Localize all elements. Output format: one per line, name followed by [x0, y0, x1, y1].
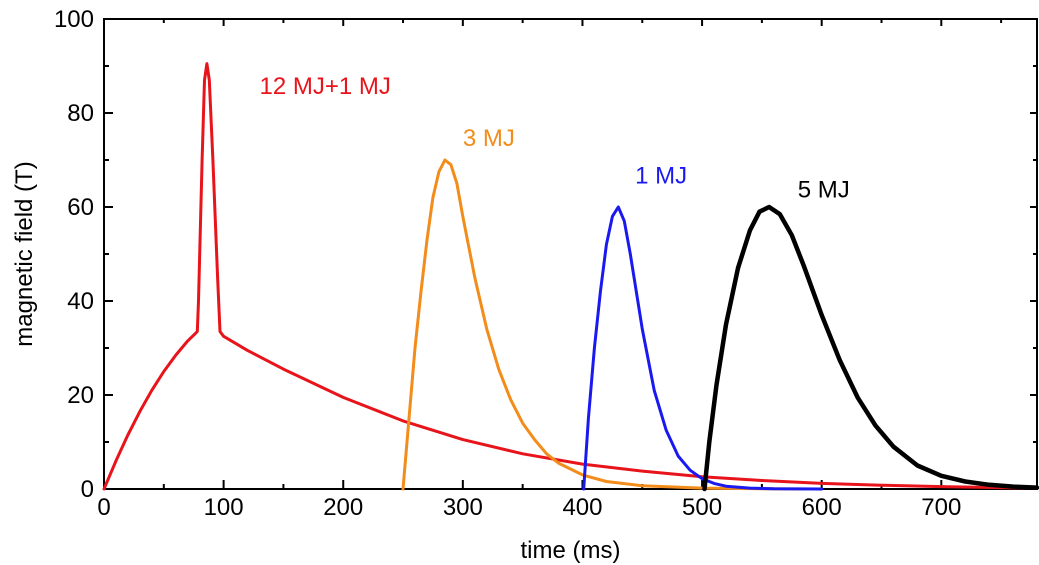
- x-axis: 0 100 200 300 400 500 600 700: [97, 19, 1003, 521]
- series-label-4: 5 MJ: [798, 177, 850, 204]
- y-tick-label: 20: [67, 382, 94, 409]
- y-axis: 0 20 40 60 80 100: [54, 6, 1037, 503]
- x-tick-label: 600: [802, 494, 842, 521]
- x-axis-title: time (ms): [521, 537, 621, 564]
- series-label-2: 3 MJ: [463, 125, 515, 152]
- y-tick-label: 60: [67, 194, 94, 221]
- series-label-3: 1 MJ: [635, 163, 687, 190]
- plot-frame: [103, 18, 1038, 490]
- series-line-3: [582, 205, 824, 491]
- series-line-2: [401, 158, 806, 491]
- y-tick-label: 100: [54, 6, 94, 33]
- y-axis-title: magnetic field (T): [11, 161, 38, 346]
- x-tick-label: 700: [921, 494, 961, 521]
- series-labels: 12 MJ+1 MJ 3 MJ 1 MJ 5 MJ: [260, 73, 850, 203]
- x-tick-label: 500: [682, 494, 722, 521]
- plot-area: [103, 18, 1038, 490]
- series-line-4: [702, 204, 1039, 492]
- x-tick-label: 400: [562, 494, 602, 521]
- x-tick-label: 300: [443, 494, 483, 521]
- series-line-1: [102, 62, 1039, 491]
- y-tick-label: 40: [67, 288, 94, 315]
- x-tick-label: 0: [97, 494, 110, 521]
- series-label-1: 12 MJ+1 MJ: [260, 73, 391, 100]
- y-tick-label: 0: [81, 476, 94, 503]
- y-tick-label: 80: [67, 100, 94, 127]
- x-tick-label: 100: [204, 494, 244, 521]
- series-layer: [102, 62, 1039, 492]
- x-tick-label: 200: [323, 494, 363, 521]
